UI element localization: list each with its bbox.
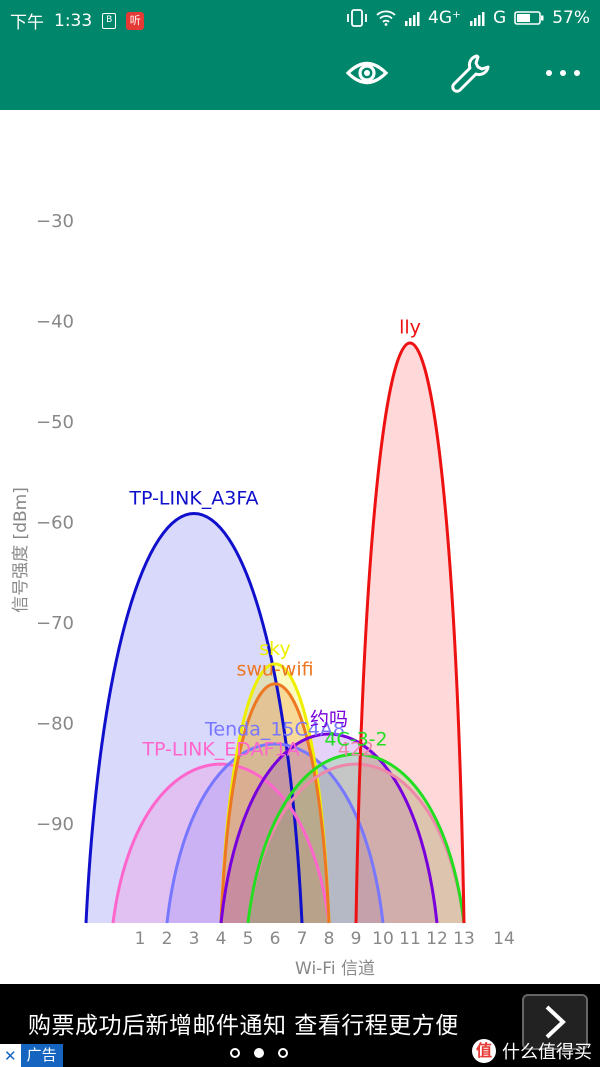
series-label: Tenda_15C4A8 [204,719,345,741]
more-button[interactable] [540,50,586,96]
wifi-icon [376,10,396,26]
watermark: 值 什么值得买 [472,1038,592,1064]
battery-icon [514,11,544,25]
carousel-dot-active[interactable] [254,1048,264,1058]
series-line [165,742,385,924]
sim-icon: B [102,12,117,29]
view-toggle-button[interactable] [344,50,390,96]
series-area [248,764,464,923]
ad-close-icon[interactable]: ✕ [4,1046,17,1065]
series-line [111,762,331,924]
x-tick-label: 11 [399,929,421,949]
series-area [221,734,437,923]
series-line [246,762,466,924]
ad-next-button[interactable] [522,994,588,1050]
x-tick-label: 13 [453,929,475,949]
ad-label: 广告 [20,1044,63,1067]
series-label: TP-LINK_A3FA [128,487,258,509]
x-tick-label: 7 [297,929,308,949]
y-tick-label: −50 [36,412,74,433]
y-tick-label: −40 [36,312,74,333]
app-toolbar [0,36,600,110]
series-line [354,341,466,924]
x-tick-label: 3 [189,929,200,949]
series-area [221,683,329,923]
series-label: 约吗 [310,709,348,731]
series-label: 4C-3-2 [324,729,387,751]
vibrate-icon [347,9,367,27]
x-tick-label: 2 [162,929,173,949]
x-tick-label: 12 [426,929,448,949]
x-tick-label: 4 [216,929,227,949]
series-area [113,764,329,923]
ad-banner[interactable]: 购票成功后新增邮件通知 查看行程更方便 [0,984,600,1067]
x-tick-label: 6 [270,929,281,949]
carousel-indicator [230,1048,288,1058]
wrench-icon [451,54,490,93]
x-tick-label: 1 [135,929,146,949]
status-time: 1:33 [54,10,93,31]
x-tick-label: 14 [493,929,515,949]
series-line [219,682,331,924]
signal-icon-2 [470,12,485,26]
series-area [221,663,329,923]
series-line [246,752,466,924]
series-label: TP-LINK_EDAF1A [141,739,299,761]
series-label: sky [259,638,290,660]
chevron-right-icon [545,1005,566,1039]
network-4g-label: 4G⁺ [428,8,462,28]
series-area [86,513,302,923]
carousel-dot[interactable] [278,1048,288,1058]
carousel-dot[interactable] [230,1048,240,1058]
signal-icon [405,12,420,26]
y-tick-label: −80 [36,714,74,735]
series-line [219,732,439,924]
app-notification-icon: 听 [126,11,145,30]
x-tick-label: 8 [324,929,335,949]
x-axis-label: Wi-Fi 信道 [295,959,375,979]
eye-icon [345,61,389,85]
watermark-text: 什么值得买 [502,1042,592,1063]
more-icon [546,70,580,76]
series-label: lly [399,317,421,339]
y-tick-label: −30 [36,211,74,232]
x-tick-label: 10 [372,929,394,949]
y-tick-label: −90 [36,814,74,835]
series-area [167,744,383,923]
y-tick-label: −60 [36,513,74,534]
series-label: 422 [338,739,374,761]
status-bar: 下午 1:33 B 听 4G⁺ G 57% [0,0,600,36]
series-area [356,343,464,923]
y-tick-label: −70 [36,613,74,634]
ad-tag: ✕ 广告 [0,1044,63,1067]
series-label: swu-wifi [236,658,313,680]
status-time-prefix: 下午 [10,13,44,33]
series-area [248,754,464,923]
x-tick-label: 9 [351,929,362,949]
ad-text[interactable]: 购票成功后新增邮件通知 查看行程更方便 [28,1013,459,1039]
x-tick-label: 5 [243,929,254,949]
watermark-logo: 值 [472,1039,496,1063]
series-line [84,511,304,924]
network-g-label: G [493,8,507,28]
settings-button[interactable] [448,50,494,96]
battery-level: 57% [552,8,590,28]
y-axis-label: 信号强度 [dBm] [11,487,31,613]
